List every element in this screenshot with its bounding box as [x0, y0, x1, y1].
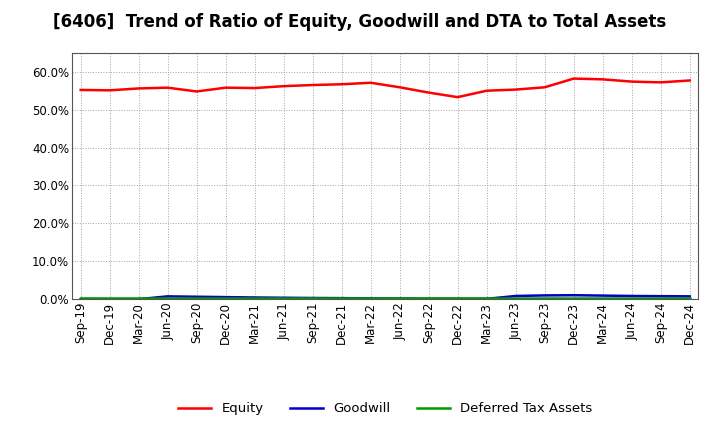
Goodwill: [541, 293, 549, 298]
Equity: [482, 88, 491, 93]
Equity: [221, 85, 230, 90]
Deferred Tax Assets: [627, 296, 636, 301]
Deferred Tax Assets: [251, 296, 259, 301]
Deferred Tax Assets: [570, 296, 578, 301]
Equity: [279, 84, 288, 89]
Equity: [511, 87, 520, 92]
Deferred Tax Assets: [598, 296, 607, 301]
Goodwill: [627, 293, 636, 299]
Goodwill: [308, 295, 317, 301]
Goodwill: [105, 297, 114, 302]
Deferred Tax Assets: [424, 296, 433, 301]
Goodwill: [251, 295, 259, 300]
Equity: [192, 89, 201, 94]
Deferred Tax Assets: [135, 296, 143, 301]
Deferred Tax Assets: [657, 296, 665, 301]
Deferred Tax Assets: [279, 296, 288, 301]
Equity: [395, 84, 404, 90]
Deferred Tax Assets: [308, 296, 317, 301]
Equity: [541, 84, 549, 90]
Goodwill: [192, 294, 201, 299]
Goodwill: [366, 296, 375, 301]
Text: [6406]  Trend of Ratio of Equity, Goodwill and DTA to Total Assets: [6406] Trend of Ratio of Equity, Goodwil…: [53, 13, 667, 31]
Equity: [685, 78, 694, 83]
Equity: [163, 85, 172, 90]
Goodwill: [685, 294, 694, 299]
Deferred Tax Assets: [76, 296, 85, 301]
Legend: Equity, Goodwill, Deferred Tax Assets: Equity, Goodwill, Deferred Tax Assets: [173, 397, 598, 421]
Goodwill: [454, 296, 462, 301]
Goodwill: [163, 294, 172, 299]
Equity: [251, 85, 259, 91]
Equity: [135, 86, 143, 91]
Goodwill: [76, 297, 85, 302]
Equity: [308, 82, 317, 88]
Deferred Tax Assets: [192, 296, 201, 301]
Deferred Tax Assets: [221, 296, 230, 301]
Deferred Tax Assets: [338, 296, 346, 301]
Goodwill: [570, 293, 578, 298]
Deferred Tax Assets: [511, 296, 520, 301]
Equity: [570, 76, 578, 81]
Equity: [366, 80, 375, 85]
Deferred Tax Assets: [366, 296, 375, 301]
Goodwill: [395, 296, 404, 301]
Goodwill: [279, 295, 288, 301]
Goodwill: [657, 293, 665, 299]
Deferred Tax Assets: [105, 296, 114, 301]
Equity: [627, 79, 636, 84]
Goodwill: [221, 294, 230, 300]
Equity: [454, 95, 462, 100]
Goodwill: [511, 293, 520, 299]
Deferred Tax Assets: [395, 296, 404, 301]
Line: Goodwill: Goodwill: [81, 295, 690, 299]
Equity: [657, 80, 665, 85]
Equity: [598, 77, 607, 82]
Goodwill: [338, 296, 346, 301]
Equity: [76, 87, 85, 92]
Equity: [338, 82, 346, 87]
Deferred Tax Assets: [454, 296, 462, 301]
Deferred Tax Assets: [685, 296, 694, 301]
Goodwill: [135, 297, 143, 302]
Line: Equity: Equity: [81, 79, 690, 97]
Goodwill: [482, 296, 491, 301]
Deferred Tax Assets: [163, 296, 172, 301]
Deferred Tax Assets: [541, 296, 549, 301]
Goodwill: [424, 296, 433, 301]
Goodwill: [598, 293, 607, 298]
Equity: [424, 90, 433, 95]
Deferred Tax Assets: [482, 296, 491, 301]
Equity: [105, 88, 114, 93]
